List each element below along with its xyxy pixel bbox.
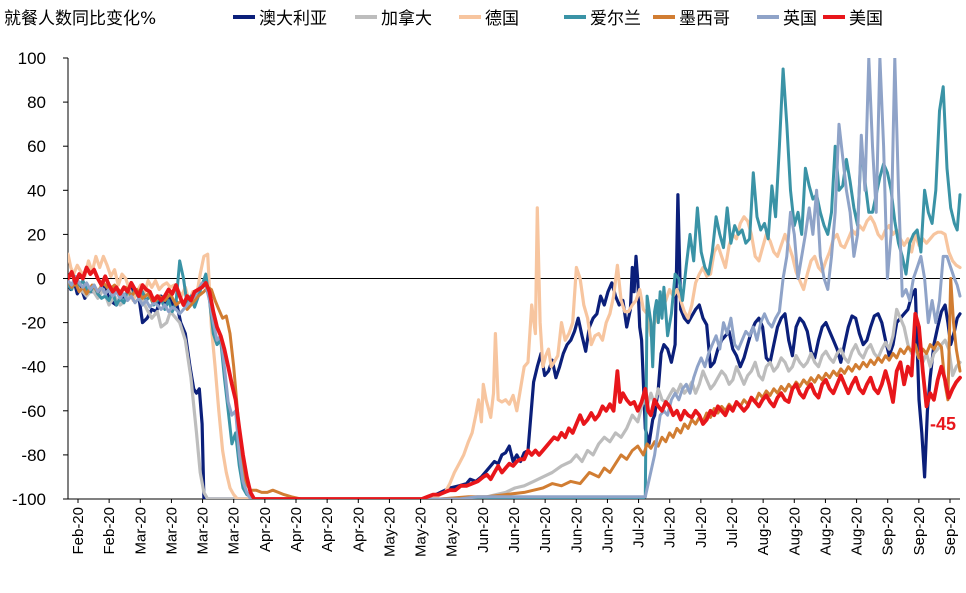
x-tick-label: Jul-20: [662, 507, 679, 548]
x-tick-label: Jun-20: [568, 507, 585, 553]
series-line-1: [68, 281, 962, 499]
x-tick-label: Sep-20: [911, 507, 928, 555]
x-tick-label: May-20: [444, 507, 461, 557]
y-tick-label: 80: [27, 93, 46, 112]
legend-label: 爱尔兰: [590, 9, 641, 29]
x-tick-label: Mar-20: [163, 507, 180, 555]
y-tick-label: -100: [12, 490, 46, 509]
x-tick-label: Jun-20: [506, 507, 523, 553]
series-line-6: [68, 265, 962, 499]
plot-area: [68, 58, 962, 499]
x-tick-label: Aug-20: [755, 507, 772, 555]
legend-label: 墨西哥: [679, 9, 730, 29]
x-tick-label: Apr-20: [319, 507, 336, 552]
series-line-0: [68, 193, 962, 499]
x-tick-label: Aug-20: [849, 507, 866, 555]
legend-label: 德国: [485, 9, 519, 29]
end-value-label: -45: [930, 414, 956, 434]
y-tick-label: -20: [21, 314, 46, 333]
series-line-5: [68, 58, 962, 499]
x-tick-label: Jul-20: [631, 507, 648, 548]
x-tick-label: Apr-20: [257, 507, 274, 552]
series-line-4: [68, 277, 962, 499]
x-tick-label: Jun-20: [599, 507, 616, 553]
legend-label: 英国: [783, 9, 817, 29]
legend-label: 澳大利亚: [259, 9, 327, 29]
x-tick-label: Aug-20: [786, 507, 803, 555]
x-tick-label: Mar-20: [226, 507, 243, 555]
x-tick-label: Jun-20: [475, 507, 492, 553]
y-tick-label: -60: [21, 402, 46, 421]
x-tick-label: Jul-20: [724, 507, 741, 548]
y-tick-label: 0: [37, 270, 46, 289]
x-tick-label: Feb-20: [101, 507, 118, 555]
x-tick-label: Mar-20: [132, 507, 149, 555]
chart-title: 就餐人数同比变化%: [4, 9, 156, 29]
chart-legend: 就餐人数同比变化% 澳大利亚 加拿大 德国 爱尔兰 墨西哥 英国 美国: [4, 8, 883, 29]
y-tick-label: -80: [21, 446, 46, 465]
x-tick-label: Mar-20: [195, 507, 212, 555]
x-tick-label: Sep-20: [880, 507, 897, 555]
x-tick-label: Aug-20: [817, 507, 834, 555]
y-tick-label: 40: [27, 181, 46, 200]
x-tick-label: May-20: [413, 507, 430, 557]
x-tick-label: May-20: [381, 507, 398, 557]
x-axis: Feb-20 Feb-20 Mar-20 Mar-20 Mar-20 Mar-20 Apr-…: [68, 278, 960, 557]
x-tick-label: Apr-20: [350, 507, 367, 552]
y-axis: 100 80 60 40 20 0 -20 -40 -60 -80 -100: [12, 49, 69, 509]
y-tick-label: 100: [18, 49, 46, 68]
x-tick-label: Jul-20: [693, 507, 710, 548]
legend-label: 美国: [849, 9, 883, 29]
y-tick-label: 60: [27, 137, 46, 156]
legend-label: 加拿大: [381, 8, 432, 29]
x-tick-label: Sep-20: [942, 507, 959, 555]
x-tick-label: Feb-20: [70, 507, 87, 555]
x-tick-label: Jun-20: [537, 507, 554, 553]
x-tick-label: Apr-20: [288, 507, 305, 552]
y-tick-label: 20: [27, 225, 46, 244]
y-tick-label: -40: [21, 358, 46, 377]
